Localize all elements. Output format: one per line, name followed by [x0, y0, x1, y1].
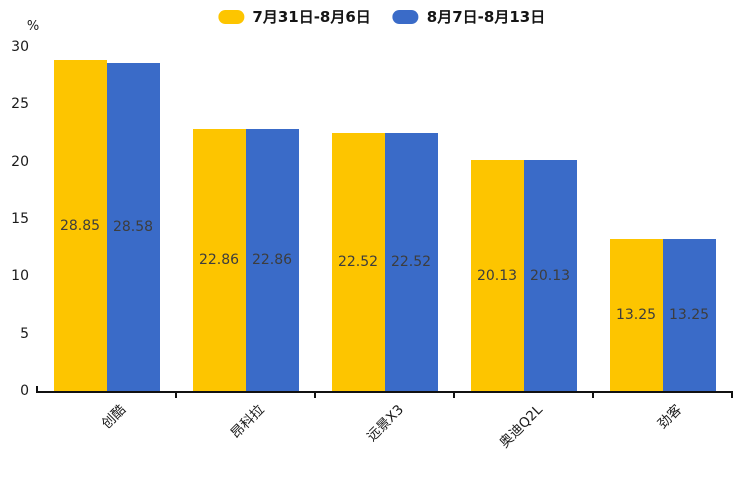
bar-value-label: 22.52: [337, 253, 379, 270]
legend-label: 8月7日-8月13日: [426, 8, 546, 26]
x-category-label: 远景X3: [363, 401, 407, 445]
y-tick-label: 20: [11, 153, 29, 170]
x-axis-tick: [592, 393, 594, 398]
y-tick-label: 0: [20, 383, 29, 399]
y-tick-label: 30: [11, 39, 29, 55]
legend-label: 7月31日-8月6日: [252, 8, 371, 26]
bar-奥迪Q2L-week1: [470, 160, 524, 391]
x-category-label: 奥迪Q2L: [496, 401, 546, 452]
bar-昂科拉-week2: [245, 128, 299, 391]
x-category-label: 昂科拉: [227, 401, 268, 442]
bar-value-label: 22.86: [251, 251, 293, 268]
y-tick-label: 25: [11, 96, 29, 113]
legend-swatch-icon: [392, 9, 419, 24]
bar-value-label: 28.58: [112, 219, 154, 236]
y-axis-unit-label: %: [26, 19, 40, 34]
bar-value-label: 22.86: [198, 251, 240, 268]
legend-item[interactable]: 7月31日-8月6日: [218, 6, 371, 27]
bar-劲客-week2: [662, 239, 716, 391]
bar-远景X3-week1: [331, 132, 385, 391]
bar-远景X3-week2: [384, 132, 438, 391]
bar-value-label: 22.52: [390, 253, 432, 270]
x-axis-tick: [175, 393, 177, 398]
bar-value-label: 20.13: [529, 267, 571, 284]
legend-item[interactable]: 8月7日-8月13日: [392, 6, 546, 27]
bar-创酷-week2: [106, 63, 160, 391]
x-axis-tick: [731, 393, 733, 398]
x-axis-tick: [314, 393, 316, 398]
x-axis-line: [36, 391, 733, 393]
y-tick-label: 15: [11, 211, 29, 227]
bar-value-label: 28.85: [59, 217, 101, 234]
x-axis-tick: [36, 386, 38, 391]
bar-value-label: 13.25: [615, 307, 657, 324]
legend-swatch-icon: [218, 9, 245, 24]
bar-创酷-week1: [53, 60, 107, 391]
y-tick-label: 5: [20, 325, 29, 342]
bar-昂科拉-week1: [192, 128, 246, 391]
legend: 7月31日-8月6日 8月7日-8月13日: [218, 6, 545, 27]
bar-劲客-week1: [609, 239, 663, 391]
x-category-label: 劲客: [654, 401, 685, 433]
bar-value-label: 20.13: [476, 267, 518, 284]
x-category-label: 创酷: [98, 401, 129, 433]
bar-value-label: 13.25: [668, 307, 710, 324]
y-tick-label: 10: [11, 268, 29, 285]
x-axis-tick: [453, 393, 455, 398]
bar-奥迪Q2L-week2: [523, 160, 577, 391]
